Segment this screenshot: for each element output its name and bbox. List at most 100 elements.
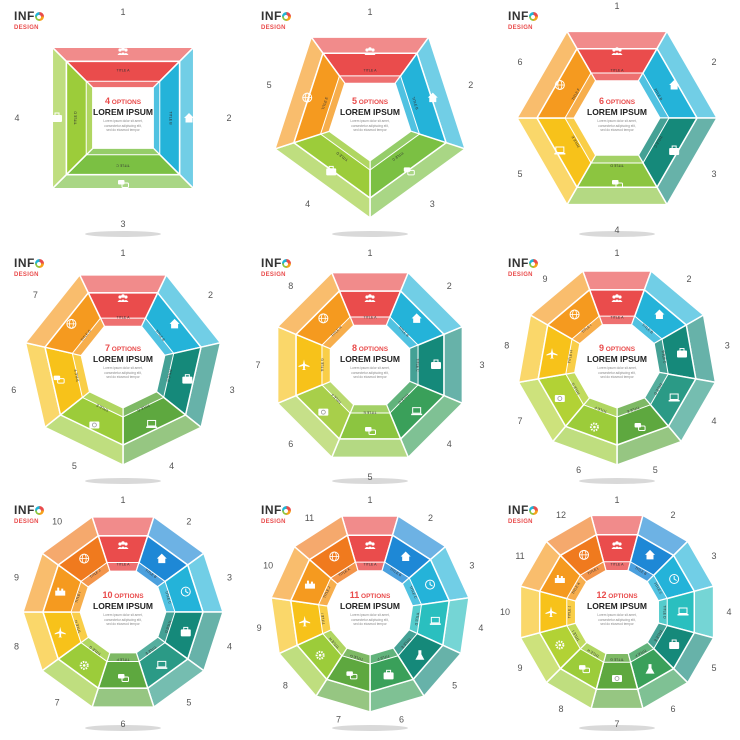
segment-title: TITLE B (154, 329, 166, 342)
segment-number: 1 (367, 248, 372, 258)
shadow (579, 725, 655, 731)
heading: LOREM IPSUM (340, 601, 400, 611)
segment-title: TITLE I (571, 630, 580, 642)
logo-ring-icon (34, 259, 44, 268)
title-strip (85, 80, 94, 156)
segment-number: 1 (614, 495, 619, 505)
segment-number: 6 (288, 439, 293, 449)
title-strip (329, 561, 359, 585)
segment-number: 4 (614, 225, 619, 235)
segment-title: TITLE C (653, 135, 663, 149)
segment-number: 8 (558, 704, 563, 714)
segment-number: 6 (120, 719, 125, 729)
segment-number: 10 (500, 607, 510, 617)
home-icon (669, 80, 680, 90)
briefcase-icon (326, 165, 337, 176)
heading: LOREM IPSUM (93, 354, 153, 364)
globe-icon (329, 551, 340, 562)
shadow (332, 231, 408, 237)
title-strip (80, 561, 111, 588)
segment-3: TITLE C 3 (369, 130, 467, 220)
segment-rim (340, 515, 400, 536)
segment-1: TITLE A 1 (50, 7, 196, 89)
home-icon (654, 309, 665, 319)
segment-title: TITLE H (74, 619, 82, 633)
segment-title: TITLE G (321, 358, 325, 372)
segment-6: TITLE F 6 (515, 29, 597, 119)
laptop-icon (146, 419, 158, 428)
people-icon (611, 294, 623, 302)
laptop-icon (677, 607, 689, 616)
segment-number: 4 (169, 461, 174, 471)
options-count: 4 OPTIONS (104, 96, 142, 106)
body-text: Lorem ipsum dolor sit amet, consectetur a… (350, 119, 390, 132)
segment-number: 3 (711, 169, 716, 179)
segment-number: 2 (670, 510, 675, 520)
options-count: 10 OPTIONS (102, 590, 144, 600)
segment-rim (91, 516, 155, 537)
options-wheel: TITLE A 1 TITLE B 2 TITLE C 3 TITLE D 4 (14, 7, 232, 237)
segment-title: TITLE F (73, 368, 80, 382)
segment-6: TITLE F 6 (551, 397, 618, 475)
segment-title: TITLE A (611, 69, 625, 73)
home-icon (645, 549, 655, 560)
title-strip (564, 71, 597, 119)
segment-title: TITLE L (587, 566, 600, 576)
segment-title: TITLE C (415, 358, 419, 372)
segment-number: 6 (517, 57, 522, 67)
segment-number: 11 (515, 551, 524, 561)
segment-1: TITLE A 1 (340, 495, 400, 572)
segment-title: TITLE A (364, 563, 378, 567)
segment-7: TITLE G 7 (24, 273, 106, 357)
segment-number: 5 (517, 169, 522, 179)
infodesign-logo: INF DESIGN (261, 255, 291, 278)
segment-number: 5 (711, 663, 716, 673)
heading: LOREM IPSUM (93, 601, 153, 611)
segment-title: TITLE C (164, 590, 172, 604)
segment-title: TITLE B (641, 323, 654, 335)
globe-icon (79, 553, 90, 564)
body-text: Lorem ipsum dolor sit amet, consectetur a… (597, 119, 637, 132)
options-wheel: TITLE A 1 TITLE B 2 TITLE C 3 TITLE D 4 TITLE E 5… (14, 495, 232, 731)
segment-title: TITLE A (611, 563, 625, 567)
infodesign-logo: INF DESIGN (261, 8, 291, 31)
segment-4: TITLE D 4 (122, 390, 203, 471)
logo-subtext: DESIGN (508, 25, 533, 31)
segment-2: TITLE B2 (385, 271, 464, 350)
home-icon (169, 318, 180, 329)
segment-rim (590, 514, 644, 536)
segment-number: 6 (670, 704, 675, 714)
people-icon (364, 47, 376, 55)
segment-title: TITLE E (363, 410, 377, 414)
shadow (579, 478, 655, 484)
segment-7: TITLE G 7 (517, 371, 591, 443)
segment-number: 12 (556, 510, 566, 520)
heading: LOREM IPSUM (340, 107, 400, 117)
camera-icon (554, 395, 565, 402)
segment-number: 2 (711, 57, 716, 67)
options-count: 8 OPTIONS (351, 343, 389, 353)
center-text: 6 OPTIONS LOREM IPSUM Lorem ipsum dolor si… (567, 96, 667, 133)
globe-icon (554, 80, 565, 90)
segment-title: TITLE F (571, 87, 581, 101)
camera-icon (318, 408, 329, 416)
segment-number: 2 (186, 516, 191, 526)
infographic-12-options: TITLE A 1 TITLE B 2 TITLE C 3 TITLE D 4 TITLE E 5… (494, 494, 740, 740)
center-text: 5 OPTIONS LOREM IPSUM Lorem ipsum dolor si… (320, 96, 420, 133)
segment-5: TITLE E 5 (267, 35, 346, 151)
segment-number: 10 (52, 516, 62, 526)
segment-number: 2 (226, 113, 231, 123)
segment-2: TITLE B2 (637, 29, 719, 119)
gear-icon (555, 640, 565, 650)
segment-rim (330, 271, 410, 292)
segment-3: TITLE C 3 (155, 341, 235, 429)
segment-title: TITLE K (338, 567, 352, 578)
tree-icon (304, 580, 315, 589)
segment-title: TITLE C (408, 585, 417, 599)
segment-7: TITLE G 7 (255, 325, 332, 405)
segment-number: 3 (120, 219, 125, 229)
segment-number: 3 (469, 560, 474, 570)
plane-icon (299, 615, 311, 627)
heading: LOREM IPSUM (587, 354, 647, 364)
